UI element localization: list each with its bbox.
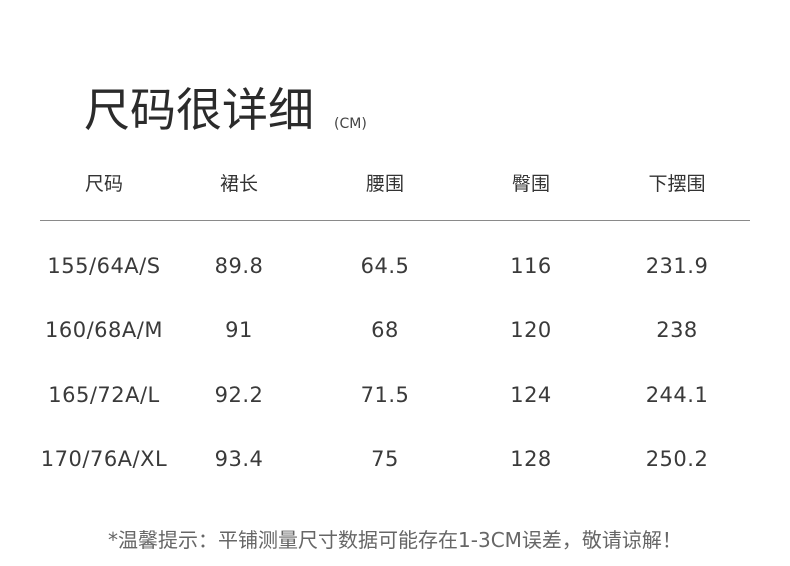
table-cell: 71.5 bbox=[360, 383, 410, 407]
table-cell: 128 bbox=[510, 447, 552, 471]
table-cell: 170/76A/XL bbox=[40, 447, 168, 471]
table-cell: 64.5 bbox=[360, 254, 410, 278]
measurement-note: *温馨提示：平铺测量尺寸数据可能存在1-3CM误差，敬请谅解！ bbox=[108, 528, 682, 552]
table-cell: 68 bbox=[371, 318, 399, 342]
table-cell: 124 bbox=[510, 383, 552, 407]
table-cell: 231.9 bbox=[645, 254, 709, 278]
column-header: 腰围 bbox=[365, 173, 404, 195]
table-cell: 93.4 bbox=[214, 447, 264, 471]
table-cell: 75 bbox=[371, 447, 399, 471]
page-title: 尺码很详细 bbox=[84, 83, 314, 137]
table-cell: 250.2 bbox=[645, 447, 709, 471]
table-cell: 116 bbox=[510, 254, 552, 278]
column-header: 裙长 bbox=[219, 173, 258, 195]
table-cell: 91 bbox=[225, 318, 253, 342]
header-divider bbox=[40, 220, 750, 221]
table-cell: 244.1 bbox=[645, 383, 709, 407]
table-cell: 92.2 bbox=[214, 383, 264, 407]
unit-label: (CM) bbox=[334, 116, 367, 132]
table-cell: 120 bbox=[510, 318, 552, 342]
column-header: 臀围 bbox=[511, 173, 550, 195]
table-cell: 160/68A/M bbox=[45, 318, 163, 342]
table-cell: 165/72A/L bbox=[48, 383, 160, 407]
table-cell: 155/64A/S bbox=[47, 254, 161, 278]
column-header: 尺码 bbox=[84, 173, 123, 195]
column-header: 下摆围 bbox=[648, 173, 706, 195]
table-cell: 238 bbox=[656, 318, 698, 342]
table-cell: 89.8 bbox=[214, 254, 264, 278]
